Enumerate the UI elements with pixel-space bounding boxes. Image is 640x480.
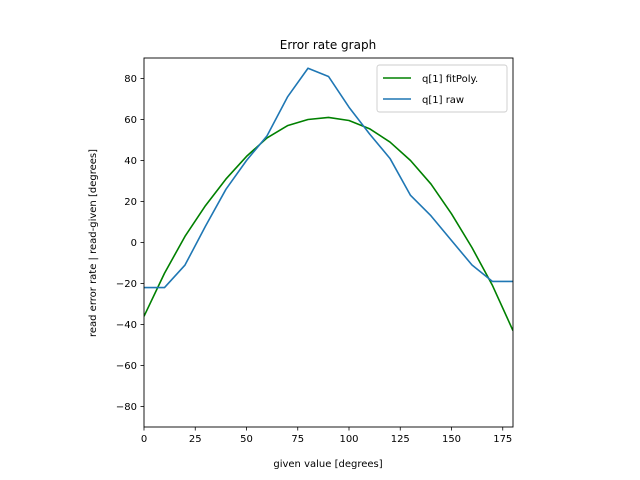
x-axis-label: given value [degrees]	[273, 459, 382, 470]
x-tick-label: 50	[240, 434, 253, 445]
y-axis-label: read error rate | read-given [degrees]	[88, 149, 99, 337]
x-tick-label: 75	[291, 434, 304, 445]
legend-entry-2: q[1] raw	[422, 95, 464, 106]
y-tick-label: 0	[131, 238, 137, 249]
chart-title: Error rate graph	[280, 38, 376, 52]
legend-entry-1: q[1] fitPoly.	[422, 74, 478, 85]
x-tick-label: 25	[189, 434, 202, 445]
x-axis-ticks: 0 25 50 75 100 125 150 175	[141, 427, 512, 445]
y-tick-label: −60	[116, 361, 137, 372]
x-tick-label: 175	[493, 434, 512, 445]
y-tick-label: 80	[124, 74, 137, 85]
x-tick-label: 150	[442, 434, 461, 445]
x-tick-label: 100	[339, 434, 358, 445]
y-tick-label: 40	[124, 156, 137, 167]
x-tick-label: 125	[391, 434, 410, 445]
series-line-1	[144, 116, 513, 331]
y-tick-label: −40	[116, 320, 137, 331]
series-line-2	[144, 67, 513, 289]
y-tick-label: −80	[116, 402, 137, 413]
legend-box	[376, 64, 508, 113]
legend: q[1] fitPoly. q[1] raw	[376, 64, 508, 113]
y-tick-label: 60	[124, 115, 137, 126]
y-axis-ticks: −80 −60 −40 −20 0 20 40 60 80	[116, 74, 144, 413]
y-tick-label: −20	[116, 279, 137, 290]
x-tick-label: 0	[141, 434, 147, 445]
y-tick-label: 20	[124, 197, 137, 208]
